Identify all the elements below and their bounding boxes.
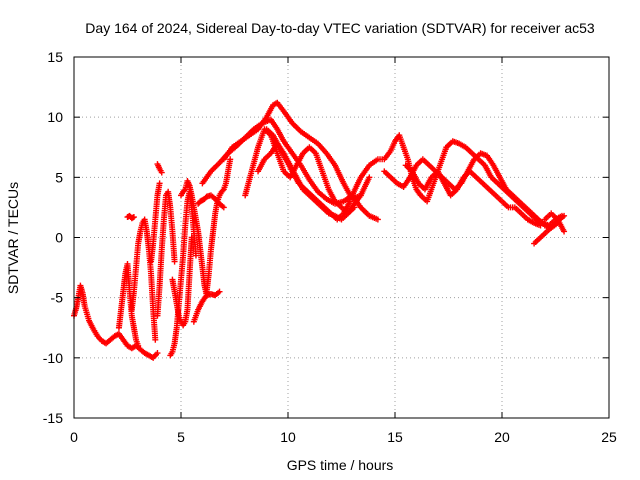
- series-18: [263, 126, 354, 223]
- series-21: [402, 162, 544, 229]
- data-point: [357, 192, 364, 199]
- data-point: [374, 216, 381, 223]
- series-7: [154, 188, 178, 319]
- x-tick-label: 0: [70, 429, 78, 445]
- series-3: [124, 212, 137, 222]
- data-point: [181, 187, 188, 194]
- x-tick-label: 10: [280, 429, 296, 445]
- series-9: [169, 234, 195, 329]
- data-point: [154, 350, 161, 357]
- data-point: [188, 234, 195, 241]
- tick-layer: 0 5 10 15 20 25 -15 -10 -5 0 5 10 15: [43, 49, 617, 445]
- series-6: [154, 161, 165, 176]
- data-point: [561, 212, 568, 219]
- series-10: [178, 177, 210, 299]
- data-point: [171, 258, 178, 265]
- series-15: [220, 99, 373, 202]
- y-tick-label: 15: [47, 49, 63, 65]
- data-point: [130, 214, 137, 221]
- x-tick-label: 20: [494, 429, 510, 445]
- series-1: [71, 282, 161, 361]
- data-point: [156, 180, 163, 187]
- series-2: [115, 260, 142, 349]
- chart-title: Day 164 of 2024, Sidereal Day-to-day VTE…: [85, 20, 595, 36]
- series-23: [541, 210, 568, 235]
- y-axis-label: SDTVAR / TECUs: [5, 182, 21, 294]
- data-point: [219, 187, 226, 194]
- data-point: [561, 228, 568, 235]
- data-point: [158, 169, 165, 176]
- data-point: [216, 288, 223, 295]
- x-tick-label: 5: [177, 429, 185, 445]
- x-tick-label: 15: [387, 429, 403, 445]
- y-tick-label: 10: [47, 109, 63, 125]
- data-point: [537, 222, 544, 229]
- series-4: [128, 216, 159, 343]
- x-tick-label: 25: [601, 429, 617, 445]
- data-point: [227, 156, 234, 163]
- data-point: [220, 204, 227, 211]
- y-tick-label: 5: [55, 169, 63, 185]
- series-5: [148, 180, 163, 265]
- data-layer: [71, 99, 568, 361]
- x-axis-label: GPS time / hours: [287, 457, 394, 473]
- y-tick-label: 0: [55, 230, 63, 246]
- data-point: [135, 342, 142, 349]
- data-point: [366, 174, 373, 181]
- y-tick-label: -10: [43, 350, 63, 366]
- series-20: [381, 150, 561, 231]
- data-point: [347, 198, 354, 205]
- series-11: [190, 288, 223, 325]
- data-point: [152, 336, 159, 343]
- series-13: [203, 156, 234, 295]
- y-tick-label: -15: [43, 410, 63, 426]
- y-tick-label: -5: [51, 290, 64, 306]
